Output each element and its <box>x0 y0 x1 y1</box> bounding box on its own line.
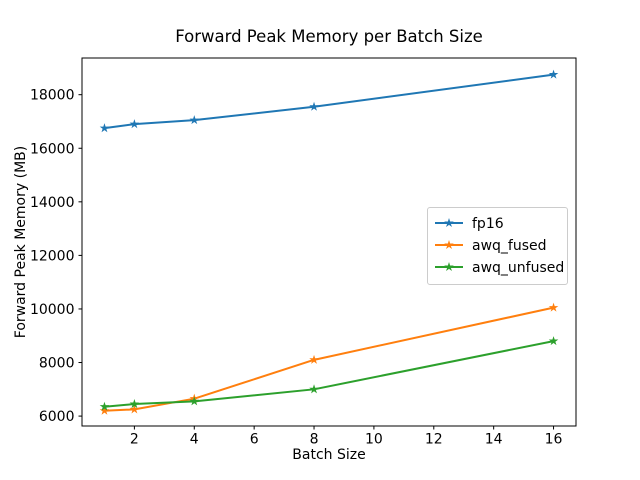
data-point-marker <box>99 401 110 411</box>
x-tick-label: 2 <box>130 432 139 448</box>
y-tick-label: 6000 <box>39 409 75 425</box>
x-tick-label: 6 <box>250 432 259 448</box>
x-axis-label: Batch Size <box>292 447 366 463</box>
data-point-marker <box>129 119 140 129</box>
series-line-awq_fused <box>104 306 554 412</box>
legend: fp16 awq_fused awq_unfused <box>427 207 568 285</box>
x-tick-label: 4 <box>190 432 199 448</box>
data-point-marker <box>309 354 319 364</box>
y-tick-label: 10000 <box>30 302 75 318</box>
legend-label: fp16 <box>472 216 504 232</box>
y-tick-label: 16000 <box>30 141 75 157</box>
data-point-marker <box>99 123 110 133</box>
y-tick-label: 12000 <box>30 248 75 264</box>
y-tick-label: 8000 <box>39 356 75 372</box>
y-tick-label: 14000 <box>30 195 75 211</box>
data-point-marker <box>309 101 319 111</box>
legend-label: awq_unfused <box>472 260 565 276</box>
series-line-fp16 <box>104 73 554 130</box>
data-point-marker <box>548 336 559 346</box>
chart-title: Forward Peak Memory per Batch Size <box>175 27 483 46</box>
legend-item-fp16: fp16 <box>435 213 561 235</box>
awq-fused-line-marker-icon <box>435 237 463 256</box>
data-point-marker <box>99 405 110 415</box>
x-tick-label: 8 <box>310 432 319 448</box>
series-line-awq_unfused <box>104 340 554 408</box>
data-point-marker <box>129 399 140 409</box>
x-tick-label: 16 <box>545 432 563 448</box>
legend-item-awq-unfused: awq_unfused <box>435 257 565 279</box>
legend-label: awq_fused <box>472 238 547 254</box>
data-point-marker <box>548 302 559 312</box>
x-tick-label: 14 <box>485 432 503 448</box>
data-point-marker <box>309 384 319 394</box>
fp16-line-marker-icon <box>435 215 463 234</box>
data-point-marker <box>129 404 140 414</box>
legend-item-awq-fused: awq_fused <box>435 235 561 257</box>
x-tick-label: 12 <box>425 432 443 448</box>
y-tick-label: 18000 <box>30 88 75 104</box>
data-point-marker <box>189 115 200 125</box>
data-point-marker <box>548 69 559 79</box>
awq-unfused-line-marker-icon <box>435 259 463 278</box>
x-tick-label: 10 <box>365 432 383 448</box>
data-point-marker <box>189 396 200 406</box>
y-axis-label: Forward Peak Memory (MB) <box>13 145 29 339</box>
